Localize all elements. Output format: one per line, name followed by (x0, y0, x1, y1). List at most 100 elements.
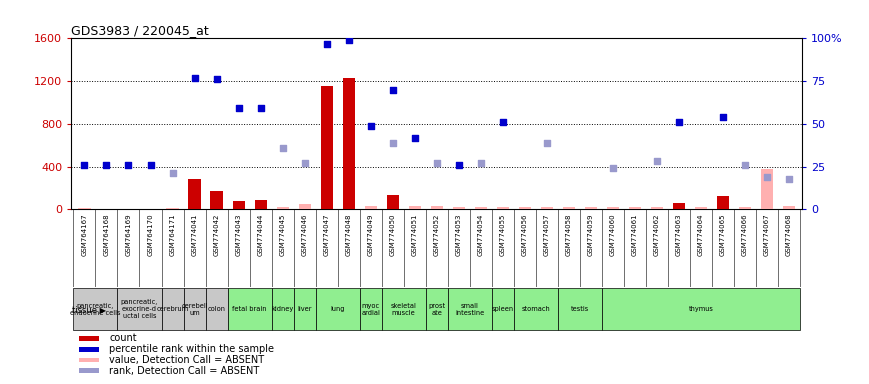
Text: GSM774057: GSM774057 (544, 213, 550, 256)
Point (166, 170, 180, 177)
Text: GSM774053: GSM774053 (455, 213, 461, 256)
Point (254, 105, 268, 111)
Text: lung: lung (330, 306, 345, 312)
Point (716, 114, 730, 120)
FancyBboxPatch shape (228, 288, 272, 331)
Text: pancreatic,
exocrine-d
uctal cells: pancreatic, exocrine-d uctal cells (121, 300, 158, 319)
FancyBboxPatch shape (272, 288, 294, 331)
Text: cerebell
um: cerebell um (182, 303, 208, 316)
Text: small
intestine: small intestine (455, 303, 484, 316)
Bar (78, 347, 99, 352)
Point (77, 162, 91, 168)
FancyBboxPatch shape (601, 288, 799, 331)
Bar (541, 207, 553, 209)
Text: GSM764167: GSM764167 (82, 213, 88, 256)
Bar (78, 336, 99, 341)
FancyBboxPatch shape (315, 288, 360, 331)
Text: GSM774051: GSM774051 (412, 213, 418, 256)
Point (275, 145, 289, 151)
Point (452, 162, 466, 168)
Point (298, 160, 312, 166)
Text: GSM764170: GSM764170 (148, 213, 154, 256)
Point (143, 162, 157, 168)
Text: GSM774055: GSM774055 (500, 213, 506, 256)
Bar (321, 86, 333, 209)
Bar (474, 207, 487, 209)
Bar (673, 203, 685, 209)
Text: GSM764168: GSM764168 (103, 213, 109, 256)
Point (386, 87, 400, 93)
Bar (629, 207, 640, 209)
Point (474, 160, 488, 166)
Text: GSM774041: GSM774041 (191, 213, 197, 256)
Text: GSM774042: GSM774042 (214, 213, 220, 256)
Text: stomach: stomach (521, 306, 550, 312)
Bar (408, 206, 421, 209)
FancyBboxPatch shape (426, 288, 448, 331)
Bar (342, 78, 355, 209)
Text: thymus: thymus (688, 306, 713, 312)
Text: GSM774050: GSM774050 (389, 213, 395, 256)
Point (320, 40, 334, 46)
Text: GSM774049: GSM774049 (368, 213, 374, 256)
Text: GDS3983 / 220045_at: GDS3983 / 220045_at (71, 24, 209, 37)
Bar (78, 358, 99, 362)
Text: GSM764171: GSM764171 (169, 213, 176, 256)
Text: count: count (109, 333, 137, 343)
Text: fetal brain: fetal brain (232, 306, 267, 312)
Text: GSM774068: GSM774068 (786, 213, 792, 256)
Point (540, 139, 554, 146)
Point (188, 74, 202, 81)
Bar (233, 201, 244, 209)
Text: GSM774054: GSM774054 (478, 213, 484, 256)
Bar (563, 207, 574, 209)
Text: prost
ate: prost ate (428, 303, 445, 316)
FancyBboxPatch shape (492, 288, 514, 331)
Text: GSM774063: GSM774063 (676, 213, 682, 256)
Bar (299, 204, 310, 209)
Point (209, 76, 223, 83)
Text: testis: testis (571, 306, 589, 312)
Text: value, Detection Call = ABSENT: value, Detection Call = ABSENT (109, 355, 264, 365)
Text: GSM774064: GSM774064 (698, 213, 704, 256)
Text: pancreatic,
endocrine cells: pancreatic, endocrine cells (70, 303, 121, 316)
Text: cerebrum: cerebrum (156, 306, 189, 312)
Bar (717, 197, 729, 209)
Bar (387, 195, 399, 209)
Point (650, 158, 664, 164)
Bar (783, 206, 795, 209)
Text: GSM774058: GSM774058 (566, 213, 572, 256)
Text: GSM774052: GSM774052 (434, 213, 440, 256)
FancyBboxPatch shape (381, 288, 426, 331)
Text: rank, Detection Call = ABSENT: rank, Detection Call = ABSENT (109, 366, 260, 376)
Bar (519, 207, 531, 209)
Point (760, 174, 773, 180)
Text: myoc
ardial: myoc ardial (362, 303, 380, 316)
Text: GSM774066: GSM774066 (742, 213, 748, 256)
Text: GSM774060: GSM774060 (610, 213, 616, 256)
Point (232, 105, 246, 111)
Point (738, 162, 752, 168)
Text: skeletal
muscle: skeletal muscle (391, 303, 416, 316)
Bar (695, 207, 706, 209)
Point (672, 119, 686, 125)
FancyBboxPatch shape (117, 288, 162, 331)
FancyBboxPatch shape (514, 288, 558, 331)
Bar (497, 207, 508, 209)
FancyBboxPatch shape (360, 288, 381, 331)
Point (429, 160, 443, 166)
Bar (739, 207, 751, 209)
Bar (189, 179, 201, 209)
Text: GSM774062: GSM774062 (653, 213, 660, 256)
FancyBboxPatch shape (162, 288, 183, 331)
Text: GSM774059: GSM774059 (587, 213, 594, 256)
Bar (365, 206, 376, 209)
Text: GSM774047: GSM774047 (323, 213, 329, 256)
Bar (651, 207, 663, 209)
Bar (585, 207, 597, 209)
Bar (78, 368, 99, 373)
Point (364, 122, 378, 129)
Text: tissue ▶: tissue ▶ (72, 305, 106, 314)
FancyBboxPatch shape (294, 288, 315, 331)
Bar (210, 191, 222, 209)
